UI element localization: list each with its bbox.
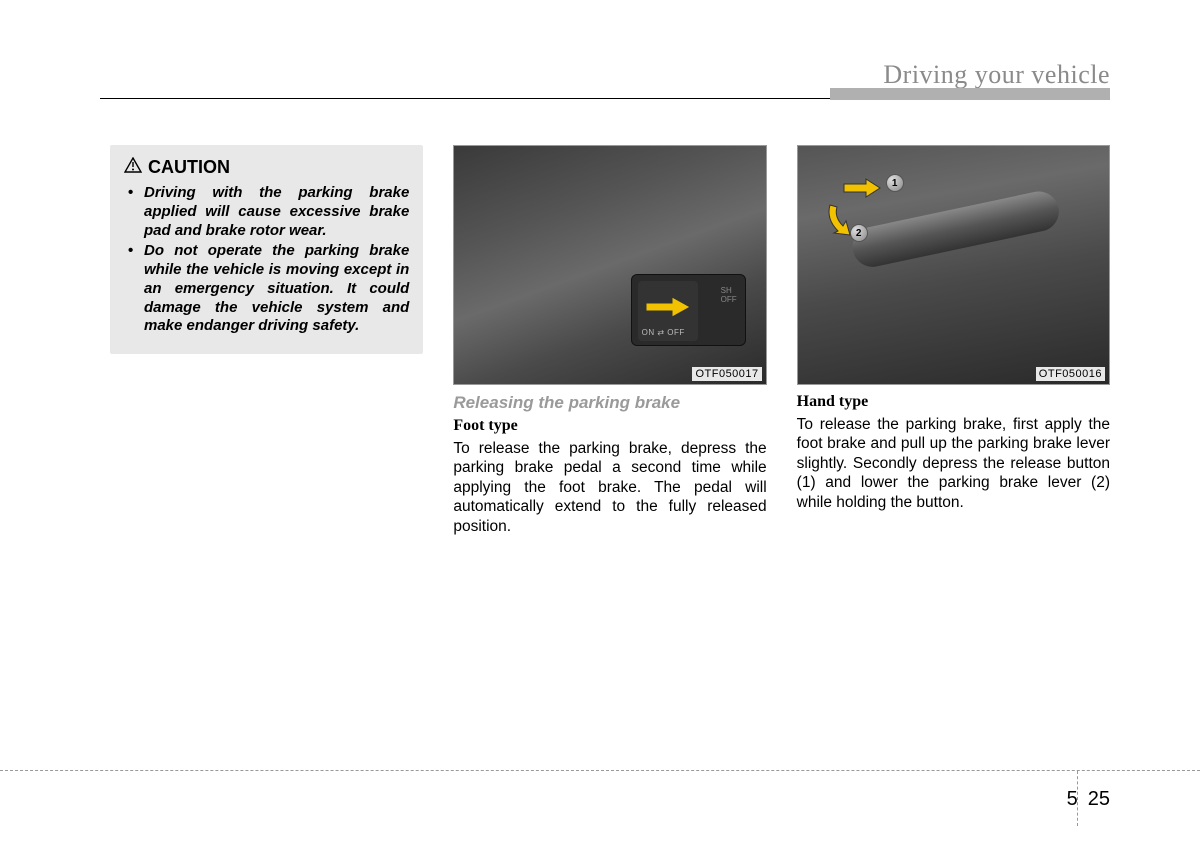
caution-list: Driving with the parking brake applied w…: [124, 184, 409, 336]
caution-box: CAUTION Driving with the parking brake a…: [110, 145, 423, 354]
page-number: 5 25: [1067, 788, 1110, 811]
body-text-hand: To release the parking brake, first appl…: [797, 415, 1110, 512]
figure-foot-pedal: ON ⇄ OFF SHOFF OTF050017: [453, 145, 766, 385]
header-title: Driving your vehicle: [100, 60, 1110, 90]
header-accent-bar: [830, 88, 1110, 100]
warning-icon: [124, 157, 142, 178]
sub-heading-foot: Foot type: [453, 417, 766, 435]
footer-rule: [0, 770, 1200, 771]
column-left: CAUTION Driving with the parking brake a…: [110, 145, 423, 536]
push-off-label: SHOFF: [721, 287, 737, 305]
caution-item: Driving with the parking brake applied w…: [136, 184, 409, 240]
sub-heading-hand: Hand type: [797, 393, 1110, 411]
caution-header: CAUTION: [124, 157, 409, 178]
column-right: 1 2 OTF050016 Hand type To release the p…: [797, 145, 1110, 536]
hand-lever-illustration: [848, 188, 1062, 271]
arrow-icon: [644, 295, 692, 319]
chapter-number: 5: [1067, 788, 1078, 811]
caution-item: Do not operate the parking brake while t…: [136, 242, 409, 336]
column-middle: ON ⇄ OFF SHOFF OTF050017 Releasing the p…: [453, 145, 766, 536]
figure-hand-lever: 1 2 OTF050016: [797, 145, 1110, 385]
caution-title: CAUTION: [148, 157, 230, 178]
content-grid: CAUTION Driving with the parking brake a…: [110, 145, 1110, 536]
curved-arrow-icon: [824, 201, 868, 237]
arrow-icon: [842, 178, 882, 198]
callout-1: 1: [886, 174, 904, 192]
pedal-illustration: ON ⇄ OFF SHOFF: [631, 274, 746, 346]
body-text-foot: To release the parking brake, depress th…: [453, 439, 766, 536]
section-heading: Releasing the parking brake: [453, 393, 766, 413]
on-off-label: ON ⇄ OFF: [642, 328, 685, 337]
figure-code: OTF050016: [1036, 367, 1105, 381]
figure-code: OTF050017: [692, 367, 761, 381]
page-number-value: 25: [1088, 788, 1110, 811]
